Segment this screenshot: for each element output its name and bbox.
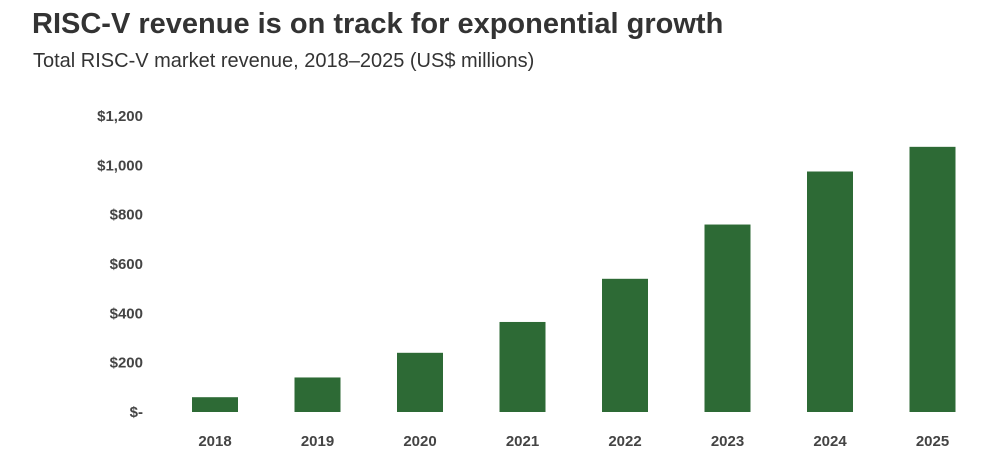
y-tick-label: $600 <box>110 256 143 273</box>
x-tick-label: 2023 <box>711 433 744 450</box>
y-tick-label: $800 <box>110 207 143 224</box>
y-tick-label: $- <box>130 404 143 421</box>
y-tick-label: $1,200 <box>97 108 143 125</box>
y-tick-label: $400 <box>110 305 143 322</box>
y-tick-label: $200 <box>110 355 143 372</box>
bar-2025 <box>909 146 956 413</box>
x-tick-label: 2018 <box>198 433 231 450</box>
x-tick-label: 2021 <box>506 433 539 450</box>
bar-2019 <box>294 377 341 412</box>
y-tick-label: $1,000 <box>97 157 143 174</box>
bar-2024 <box>807 171 853 412</box>
x-tick-label: 2022 <box>608 433 641 450</box>
bar-2023 <box>704 224 751 412</box>
bar-2020 <box>397 352 443 412</box>
x-tick-label: 2019 <box>301 433 334 450</box>
chart-title: RISC-V revenue is on track for exponenti… <box>32 8 724 40</box>
x-tick-label: 2020 <box>403 433 436 450</box>
x-tick-label: 2024 <box>813 433 847 450</box>
bar-2021 <box>499 321 546 412</box>
bar-2022 <box>602 278 648 412</box>
chart-subtitle: Total RISC-V market revenue, 2018–2025 (… <box>33 50 535 72</box>
bar-2018 <box>192 397 238 412</box>
x-tick-label: 2025 <box>916 433 949 450</box>
